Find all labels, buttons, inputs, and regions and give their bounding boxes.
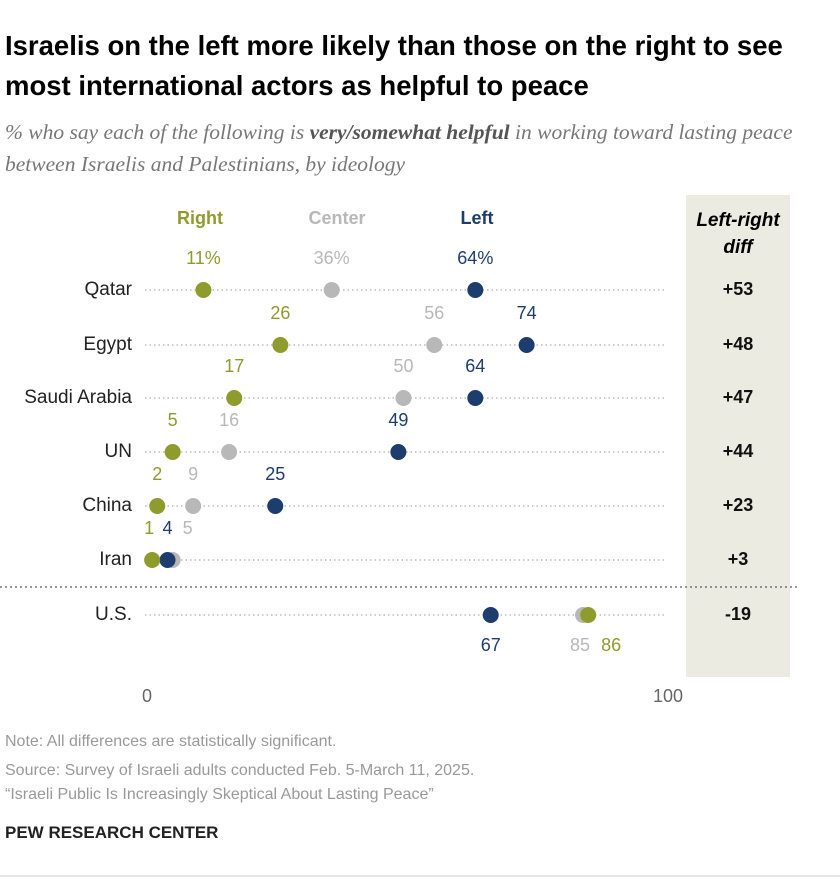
category-label: U.S.	[95, 604, 132, 625]
note: Source: Survey of Israeli adults conduct…	[5, 762, 475, 779]
subtitle-emphasis: very/somewhat helpful	[309, 120, 510, 144]
value-label: 17	[224, 356, 244, 376]
chart-title: Israelis on the left more likely than th…	[5, 30, 783, 101]
note: “Israeli Public Is Increasingly Skeptica…	[5, 786, 434, 803]
legend-label: Left	[461, 208, 494, 228]
dot	[226, 390, 243, 406]
value-label: 5	[183, 518, 193, 538]
note: Note: All differences are statistically …	[5, 733, 337, 750]
diff-value: +48	[723, 334, 754, 354]
dot	[272, 337, 289, 353]
diff-header: Left-right diff	[696, 210, 780, 258]
category-label: UN	[105, 441, 132, 462]
dot	[467, 390, 484, 406]
diff-column-background	[686, 195, 790, 677]
value-label: 2	[152, 464, 162, 484]
diff-value: -19	[725, 604, 751, 624]
dot	[467, 282, 484, 298]
category-label: Qatar	[84, 279, 132, 300]
value-label: 36%	[314, 248, 350, 268]
value-label: 74	[517, 303, 537, 323]
dot	[580, 607, 597, 623]
value-label: 9	[188, 464, 198, 484]
dot	[482, 607, 499, 623]
value-label: 67	[481, 635, 501, 655]
chart-subtitle: % who say each of the following is very/…	[5, 116, 805, 180]
category-label: China	[82, 495, 132, 516]
diff-value: +47	[723, 387, 754, 407]
subtitle-part: % who say each of the following is	[5, 120, 310, 144]
dot	[149, 498, 166, 514]
dot	[159, 552, 176, 568]
value-label: 11%	[186, 248, 221, 268]
value-label: 5	[168, 410, 178, 430]
value-label: 56	[424, 303, 444, 323]
dot	[323, 282, 340, 298]
value-label: 64%	[457, 248, 493, 268]
dot	[267, 498, 284, 514]
source: PEW RESEARCH CENTER	[5, 823, 219, 842]
category-label: Iran	[99, 549, 132, 570]
diff-value: +23	[723, 495, 754, 515]
dot	[390, 444, 407, 460]
diff-value: +53	[723, 279, 754, 299]
subtitle-part: in working toward lasting peace between …	[5, 120, 793, 176]
value-label: 16	[219, 410, 239, 430]
value-label: 86	[601, 635, 621, 655]
value-label: 26	[270, 303, 290, 323]
value-label: 64	[465, 356, 485, 376]
dot	[221, 444, 238, 460]
x-tick-label: 100	[653, 686, 683, 706]
dot	[426, 337, 443, 353]
legend-label: Right	[177, 208, 223, 228]
value-label: 1	[144, 518, 154, 538]
dot	[395, 390, 412, 406]
value-label: 4	[163, 518, 173, 538]
value-label: 50	[393, 356, 413, 376]
x-tick-label: 0	[142, 686, 152, 706]
diff-value: +3	[728, 549, 749, 569]
legend-label: Center	[308, 208, 365, 228]
category-label: Egypt	[83, 334, 132, 355]
diff-value: +44	[723, 441, 754, 461]
dot	[185, 498, 202, 514]
value-label: 25	[265, 464, 285, 484]
dot	[518, 337, 535, 353]
dot	[164, 444, 181, 460]
dot	[144, 552, 161, 568]
category-label: Saudi Arabia	[24, 387, 132, 408]
dot	[195, 282, 212, 298]
value-label: 49	[388, 410, 408, 430]
value-label: 85	[570, 635, 590, 655]
